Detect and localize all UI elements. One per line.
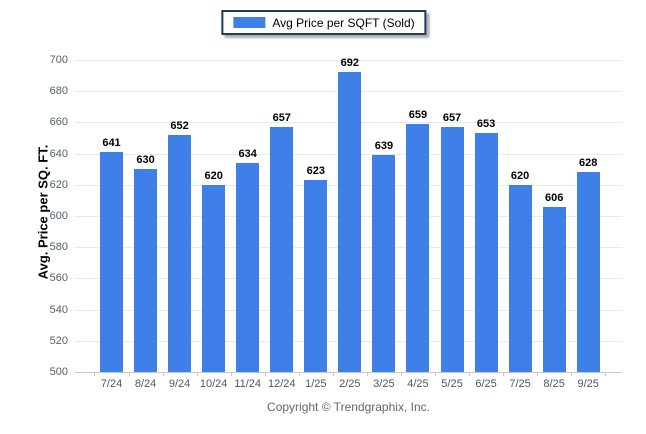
axis-tick-mark [434,372,436,376]
bar-8-25 [542,206,566,372]
bar-value-label: 657 [442,112,462,125]
x-tick-label: 11/24 [234,378,262,390]
y-tick-label: 560 [49,272,68,285]
axis-tick-mark [162,372,164,376]
y-axis-title: Avg. Price per SQ. FT. [35,144,51,280]
bar-value-label: 641 [102,137,121,150]
legend-label: Avg Price per SQFT (Sold) [272,15,415,30]
bar-value-label: 692 [340,57,360,70]
y-tick-label: 620 [49,178,68,191]
x-tick-label: 2/25 [339,378,361,390]
bar-9-24 [168,134,192,372]
axis-tick-mark [196,372,198,376]
x-tick-label: 10/24 [199,378,228,390]
bar-value-label: 630 [136,154,155,167]
x-tick-label: 3/25 [373,378,395,390]
bar-6-25 [474,133,498,372]
bar-5-25 [440,127,464,372]
axis-tick-mark [264,372,266,376]
bar-value-label: 606 [544,191,564,204]
y-tick-label: 600 [49,210,68,222]
gridline [75,60,622,61]
x-tick-label: 5/25 [441,378,463,390]
x-tick-label: 1/25 [305,378,327,390]
axis-tick-mark [230,372,232,376]
x-tick-label: 8/24 [134,378,157,390]
bar-value-label: 639 [374,140,394,153]
axis-tick-mark [537,372,539,376]
x-tick-label: 9/24 [168,378,191,390]
y-tick-label: 700 [49,54,68,66]
bar-value-label: 628 [579,157,598,170]
x-axis-line [75,372,622,373]
bar-8-24 [134,169,158,372]
bar-value-label: 653 [476,118,496,131]
bar-12-24 [270,127,294,372]
axis-tick-mark [400,372,402,376]
plot-area: 500 520 540 560 580 600 620 640 660 680 700 641 7/24… [50,54,622,390]
copyright-text: Copyright © Trendgraphix, Inc. [267,400,430,414]
bar-3-25 [372,155,396,372]
axis-tick-mark [605,372,607,376]
y-tick-label: 580 [49,241,68,254]
bar-value-label: 652 [170,119,189,132]
axis-tick-mark [571,372,573,376]
x-tick-label: 4/25 [407,378,429,390]
x-tick-label: 7/25 [509,378,531,390]
axis-tick-mark [503,372,505,376]
bar-value-label: 634 [238,147,257,160]
bar-10-24 [202,184,226,372]
axis-tick-mark [94,372,96,376]
bar-value-label: 657 [272,112,291,125]
axis-tick-mark [298,372,300,376]
y-tick-label: 680 [49,85,68,98]
axis-tick-mark [128,372,130,376]
axis-tick-mark [469,372,471,376]
x-tick-label: 7/24 [100,378,123,390]
x-tick-label: 6/25 [475,378,497,390]
x-tick-label: 8/25 [543,378,565,390]
bar-1-25 [304,180,328,372]
legend: Avg Price per SQFT (Sold) [221,10,427,35]
bar-value-label: 623 [306,165,325,178]
y-tick-label: 660 [49,116,68,129]
y-tick-label: 540 [49,303,68,316]
bar-11-24 [236,162,260,372]
bar-value-label: 620 [510,169,530,182]
bar-2-25 [338,72,362,372]
bar-value-label: 620 [204,169,223,182]
axis-tick-mark [332,372,334,376]
bar-7-24 [100,152,123,372]
legend-swatch-icon [233,17,266,28]
bar-4-25 [406,123,430,372]
x-tick-label: 9/25 [577,378,599,390]
y-tick-label: 520 [49,334,68,347]
y-tick-label: 500 [49,366,68,378]
bar-value-label: 659 [408,108,428,121]
bar-7-25 [508,184,532,372]
bar-9-25 [576,172,600,372]
x-tick-label: 12/24 [267,378,296,390]
y-tick-label: 640 [49,147,68,160]
axis-tick-mark [366,372,368,376]
